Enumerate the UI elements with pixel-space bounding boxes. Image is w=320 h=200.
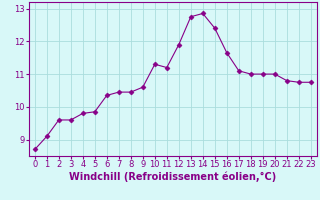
X-axis label: Windchill (Refroidissement éolien,°C): Windchill (Refroidissement éolien,°C)	[69, 172, 276, 182]
